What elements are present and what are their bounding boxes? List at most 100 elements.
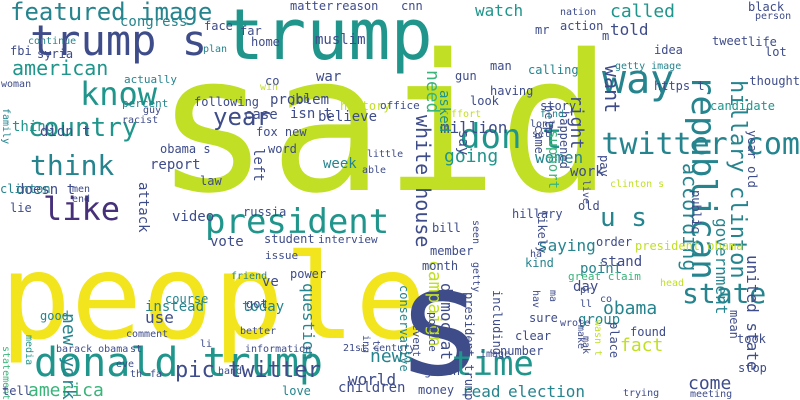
word-life: life xyxy=(748,35,777,49)
word-ha: ha xyxy=(530,249,543,260)
word-hav: hav xyxy=(530,290,541,309)
word-new-york: new york xyxy=(58,313,79,400)
word-kind: kind xyxy=(525,256,554,270)
word-woman: woman xyxy=(1,79,32,90)
word-co: co xyxy=(600,294,613,305)
word-read: read xyxy=(462,382,501,400)
word-clinton-s: clinton s xyxy=(610,179,665,190)
word-issue: issue xyxy=(265,249,299,262)
word-eve: eve xyxy=(116,359,135,370)
word-group: group xyxy=(578,312,621,328)
word-mean: mean xyxy=(727,310,741,339)
word-women: women xyxy=(535,148,584,167)
word-job: job xyxy=(290,93,310,106)
word-told: told xyxy=(610,20,649,39)
word-number: number xyxy=(500,344,544,358)
word-co: co xyxy=(265,74,280,88)
word-instead: instead xyxy=(145,299,205,315)
word-s: s xyxy=(395,236,486,400)
word-american: american xyxy=(12,56,109,80)
word-don-t: don t xyxy=(460,117,563,157)
word-black: black xyxy=(748,0,785,14)
word-guy: guy xyxy=(143,105,162,116)
word-interview: interview xyxy=(318,233,378,246)
word-syria: syria xyxy=(37,47,74,61)
word-ing: ing xyxy=(360,335,371,354)
word-end: end xyxy=(72,194,91,205)
word-lie: lie xyxy=(10,201,32,215)
word-cnn: cnn xyxy=(401,0,423,13)
word-point: point xyxy=(580,261,623,277)
word-stop: stop xyxy=(738,361,767,375)
word-use: use xyxy=(145,308,174,327)
word-percent: percent xyxy=(122,97,169,110)
word-law: law xyxy=(200,174,222,188)
word-today: today xyxy=(242,299,285,315)
word-think: think xyxy=(30,149,115,182)
word-nation: nation xyxy=(560,7,597,18)
word-tell: tell xyxy=(2,384,31,398)
word-report: report xyxy=(150,157,201,173)
word-t: t xyxy=(530,94,537,105)
word-case: case xyxy=(244,107,278,123)
word-war: war xyxy=(316,69,342,85)
word-time: time xyxy=(452,344,534,384)
word-going: going xyxy=(444,146,499,167)
word-state: state xyxy=(682,277,767,310)
word-getty-image: getty image xyxy=(615,61,682,72)
word-obama-s: obama s xyxy=(160,142,211,156)
word-donald-trump: donald trump xyxy=(34,340,323,386)
word-able: able xyxy=(362,165,387,176)
word-matter: matter xyxy=(290,0,334,13)
word-country: country xyxy=(28,113,138,143)
word-actually: actually xyxy=(124,73,177,86)
word-saying: saying xyxy=(538,236,596,255)
word-trying: trying xyxy=(623,388,660,399)
word-21st-century: 21st century xyxy=(343,343,416,354)
word-seen: seen xyxy=(470,220,481,245)
word-wasn-t: wasn t xyxy=(592,320,603,357)
word-want: want xyxy=(600,65,624,114)
word-order: order xyxy=(596,235,633,249)
word-attack: attack xyxy=(135,182,151,233)
word-featured-image: featured image xyxy=(10,0,213,26)
word-word: word xyxy=(268,142,297,156)
word-member: member xyxy=(430,244,474,258)
word-ve: ve xyxy=(262,274,279,290)
word-mr: mr xyxy=(535,23,550,37)
word-fox-new: fox new xyxy=(256,125,307,139)
word-following: following xyxy=(194,95,260,109)
word-president: president xyxy=(205,202,390,242)
word-police: police xyxy=(426,312,439,352)
word-home: home xyxy=(251,35,280,49)
word-power: power xyxy=(290,267,327,281)
word-obama: obama xyxy=(603,298,658,319)
word-friend: friend xyxy=(231,271,268,282)
word-election: election xyxy=(508,382,586,400)
word-hillary: hillary xyxy=(512,207,563,221)
word-course: course xyxy=(165,292,209,306)
word-idea: idea xyxy=(654,43,683,57)
word-li: li xyxy=(200,339,213,350)
word-doesn-t: doesn t xyxy=(16,182,76,198)
word-better: better xyxy=(240,326,277,337)
word-watch: watch xyxy=(475,1,524,20)
word-trump-s: trump s xyxy=(30,16,208,65)
word-left: left xyxy=(250,148,266,182)
word-money: money xyxy=(418,383,455,397)
word-million: million xyxy=(440,118,508,137)
word-problem: problem xyxy=(270,92,330,108)
word-russia: russia xyxy=(243,205,287,219)
word-https-t: https t xyxy=(654,79,705,93)
word-including: including xyxy=(490,290,504,356)
word-twitter-com: twitter com xyxy=(601,127,800,162)
word-found: found xyxy=(630,325,667,339)
word-calling: calling xyxy=(528,63,579,77)
word-person: person xyxy=(755,11,792,22)
word-say: say xyxy=(455,130,471,156)
word-set: set xyxy=(532,129,551,140)
word-long: long xyxy=(530,119,555,130)
word-mak: mak xyxy=(580,336,591,355)
word-like: like xyxy=(43,190,121,228)
word-thing: thing xyxy=(12,119,55,135)
